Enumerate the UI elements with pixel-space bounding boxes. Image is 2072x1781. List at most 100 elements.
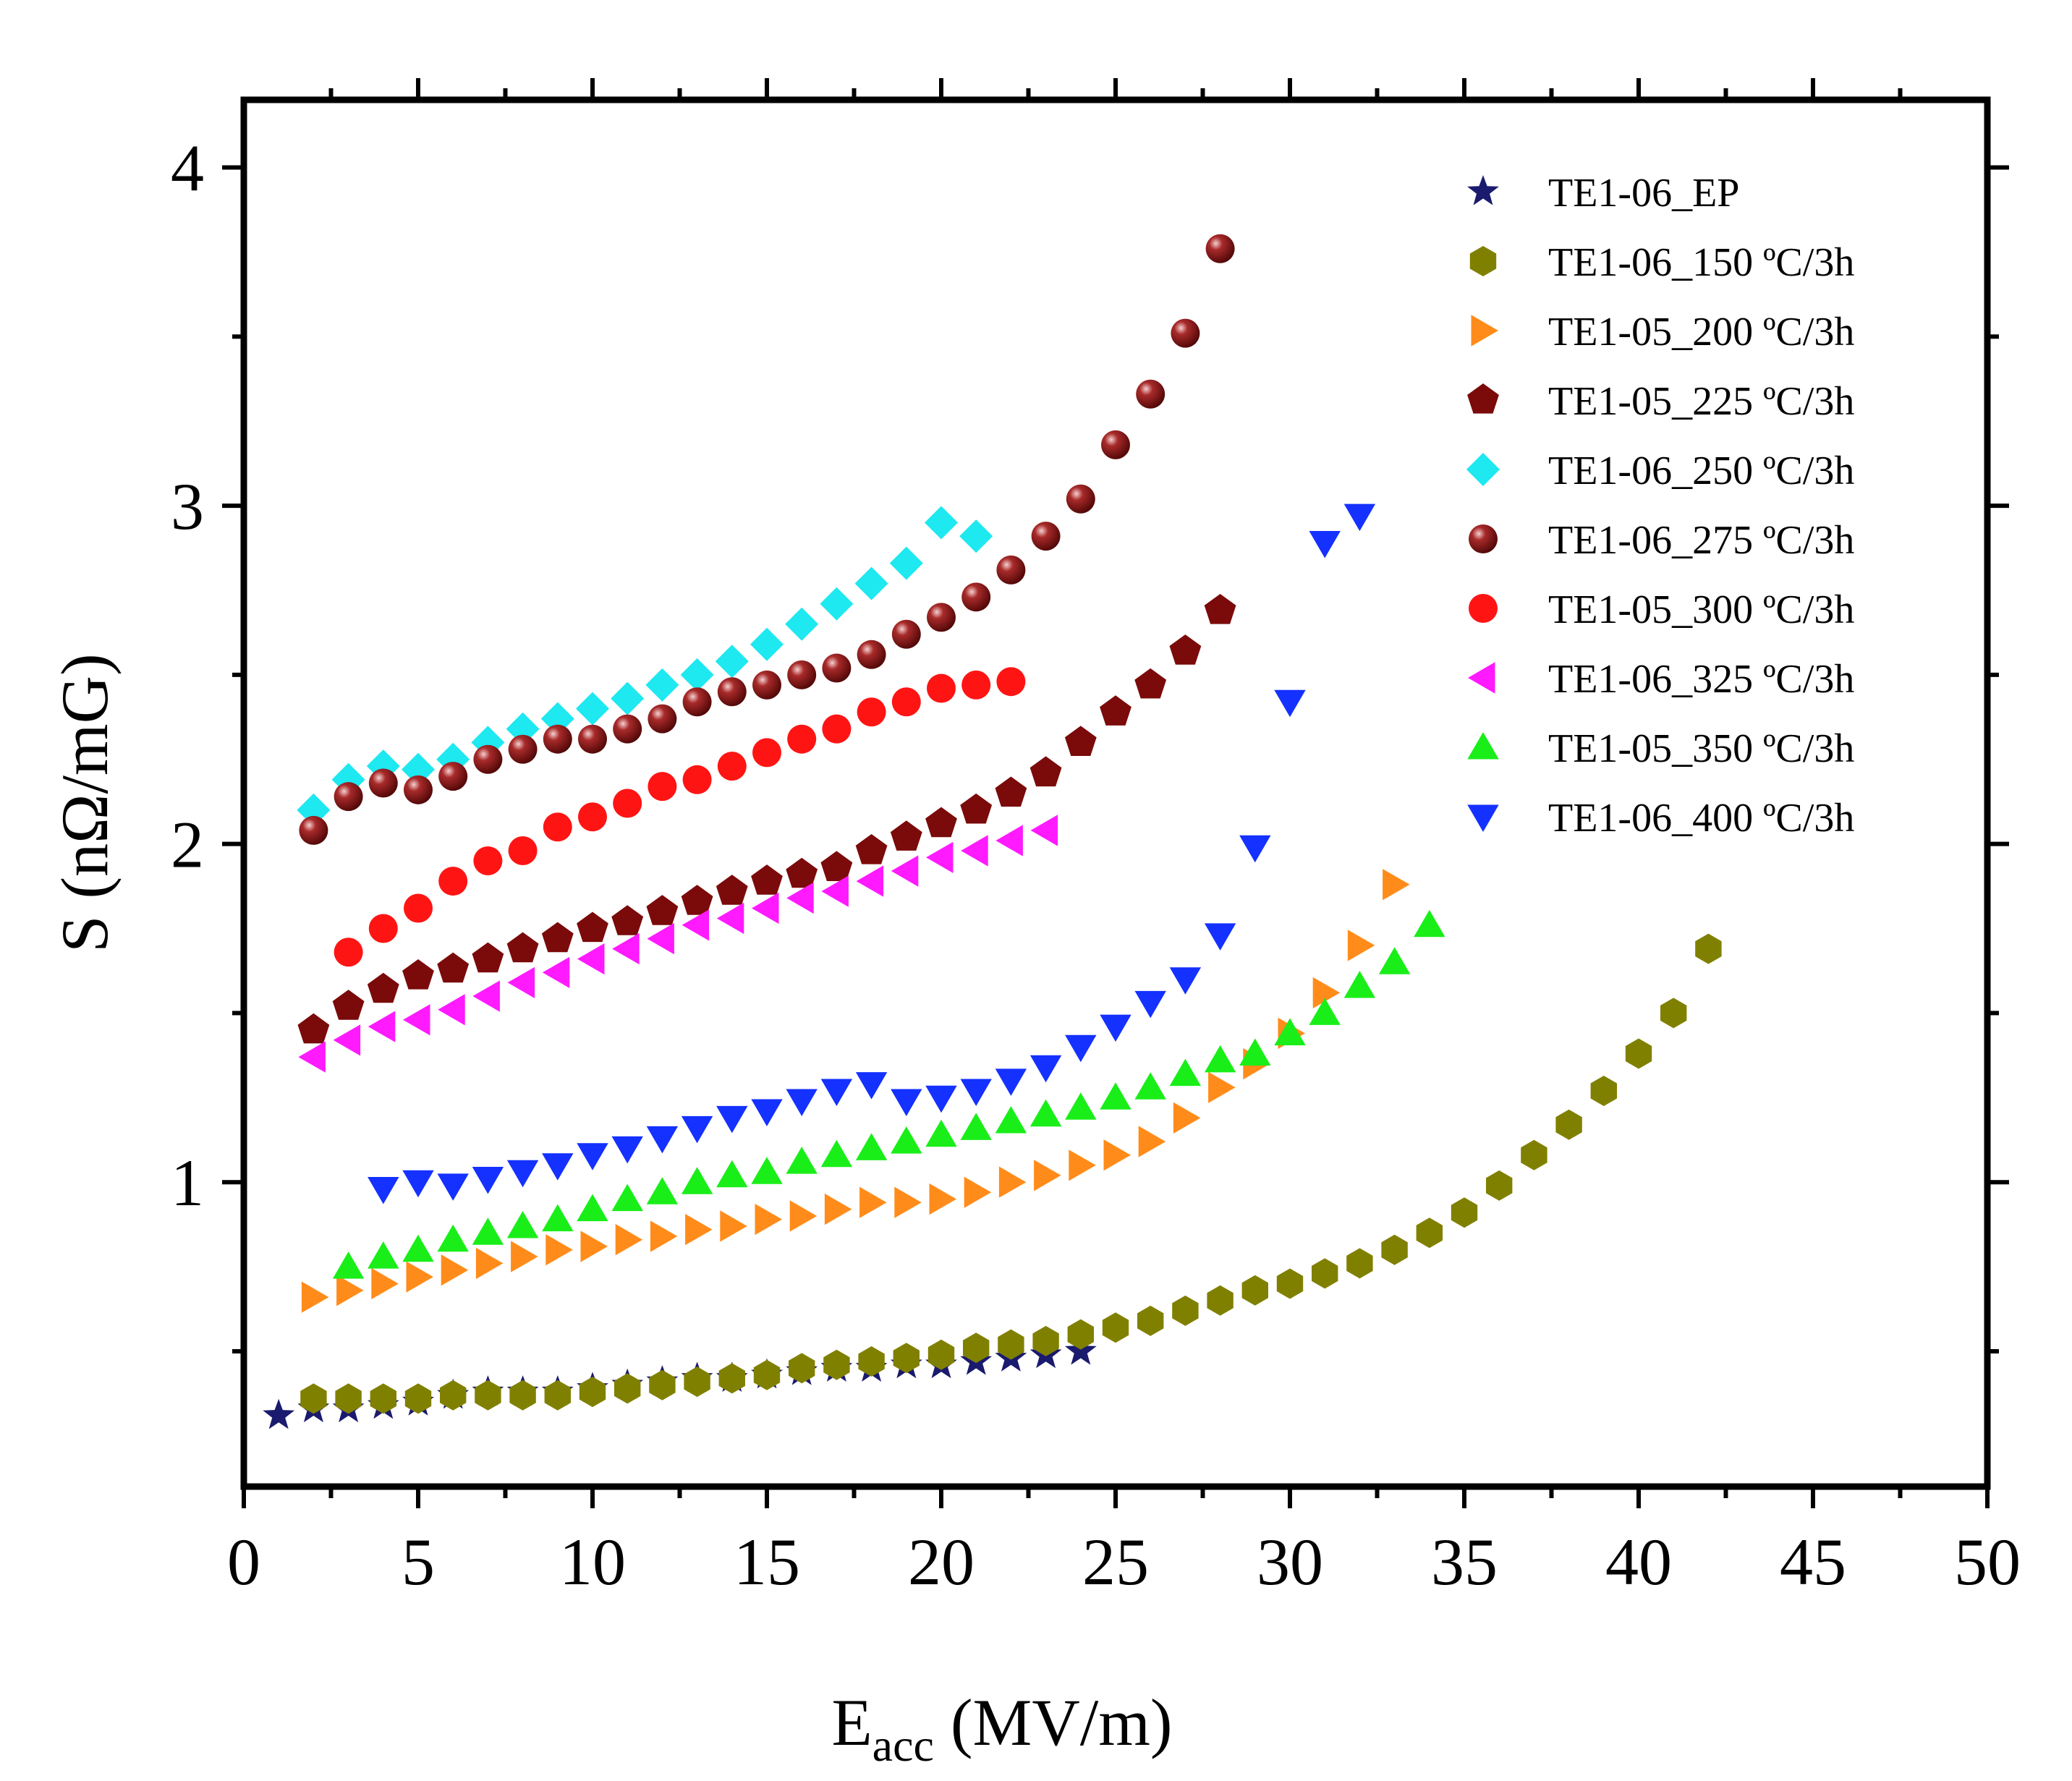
- data-point: [820, 851, 853, 881]
- data-point: [612, 932, 640, 965]
- data-point: [404, 775, 433, 804]
- data-point: [1451, 1197, 1478, 1228]
- data-point: [927, 1339, 955, 1370]
- legend-item: TE1-06_275 ºC/3h: [1469, 518, 1854, 563]
- data-point: [1208, 1071, 1236, 1103]
- data-point: [509, 1380, 536, 1411]
- data-point: [715, 645, 749, 679]
- data-point: [438, 994, 465, 1026]
- data-point: [647, 922, 674, 955]
- data-point: [406, 1261, 433, 1293]
- data-point: [998, 1166, 1027, 1198]
- data-point: [925, 1119, 957, 1147]
- data-point: [925, 807, 957, 838]
- x-tick-label: 50: [1954, 1525, 2021, 1599]
- data-point: [1172, 1295, 1199, 1326]
- data-point: [1204, 1045, 1236, 1073]
- data-point: [297, 1013, 330, 1044]
- legend-item: TE1-06_EP: [1467, 171, 1739, 216]
- x-tick-label: 40: [1605, 1525, 1672, 1599]
- data-point: [1103, 1139, 1131, 1171]
- data-point: [472, 980, 500, 1012]
- data-point: [437, 1173, 469, 1201]
- data-point: [1030, 815, 1058, 846]
- data-point: [925, 1085, 957, 1113]
- data-point: [1239, 1038, 1271, 1066]
- data-point: [1346, 1248, 1373, 1279]
- data-point: [1032, 1325, 1059, 1356]
- legend-item: TE1-06_250 ºC/3h: [1466, 449, 1854, 493]
- data-point: [752, 738, 781, 768]
- data-point: [1205, 234, 1235, 263]
- legend-label: TE1-06_250 ºC/3h: [1548, 449, 1854, 493]
- legend-item: TE1-06_400 ºC/3h: [1467, 796, 1854, 841]
- data-point: [822, 714, 852, 744]
- data-point: [752, 670, 781, 700]
- data-point: [1347, 930, 1375, 961]
- series-4: [297, 506, 993, 827]
- series-3: [297, 594, 1236, 1044]
- data-point: [891, 619, 921, 649]
- data-point: [440, 1380, 467, 1411]
- data-point: [1169, 634, 1202, 665]
- data-point: [1204, 923, 1236, 951]
- x-tick-label: 0: [227, 1525, 260, 1599]
- data-point: [717, 752, 747, 781]
- data-point: [438, 867, 468, 896]
- data-point: [751, 864, 783, 895]
- data-point: [890, 820, 922, 851]
- data-point: [1134, 668, 1167, 699]
- data-point: [1067, 1319, 1094, 1350]
- legend-label: TE1-06_EP: [1548, 171, 1739, 216]
- data-point: [786, 1147, 818, 1174]
- data-point: [648, 772, 677, 802]
- data-point: [473, 744, 503, 774]
- data-points: [263, 234, 1722, 1429]
- data-point: [577, 1143, 608, 1170]
- legend-marker: [1467, 175, 1499, 205]
- data-point: [960, 1079, 992, 1106]
- legend-marker: [1469, 246, 1497, 276]
- y-tick-label: 4: [171, 132, 204, 205]
- data-point: [963, 1332, 990, 1364]
- data-point: [1065, 1034, 1097, 1063]
- data-point: [437, 1224, 469, 1252]
- data-point: [263, 1398, 295, 1429]
- data-point: [752, 892, 779, 924]
- legend-item: TE1-05_200 ºC/3h: [1471, 310, 1854, 354]
- legend-item: TE1-05_350 ºC/3h: [1467, 726, 1854, 771]
- data-point: [751, 1157, 783, 1184]
- series-1: [300, 933, 1722, 1414]
- data-point: [1312, 1258, 1338, 1289]
- data-point: [717, 677, 747, 707]
- data-point: [786, 857, 818, 888]
- data-point: [332, 990, 365, 1020]
- data-point: [786, 882, 814, 914]
- data-point: [438, 762, 468, 791]
- data-point: [613, 789, 642, 818]
- data-point: [1241, 1275, 1268, 1306]
- legend-label: TE1-06_325 ºC/3h: [1548, 657, 1854, 702]
- plot-area: 0 5 10 15 20 25 30 35 40 45 50 1 2 3 4: [171, 78, 2021, 1599]
- data-point: [787, 724, 817, 754]
- data-point: [684, 1366, 710, 1398]
- x-tick-label: 45: [1780, 1525, 1846, 1599]
- data-point: [1064, 1335, 1097, 1365]
- data-point: [506, 712, 540, 746]
- data-point: [368, 1241, 399, 1269]
- data-point: [544, 1380, 571, 1411]
- data-point: [1695, 933, 1722, 964]
- data-point: [1204, 594, 1236, 624]
- data-point: [475, 1247, 504, 1280]
- data-point: [508, 734, 538, 764]
- data-point: [506, 1160, 539, 1188]
- data-point: [370, 1383, 396, 1414]
- data-point: [1100, 1014, 1131, 1042]
- data-point: [680, 658, 714, 692]
- data-point: [542, 956, 570, 988]
- data-point: [716, 875, 748, 905]
- data-point: [1383, 869, 1410, 901]
- data-point: [611, 905, 644, 935]
- x-tick-label: 15: [734, 1525, 800, 1599]
